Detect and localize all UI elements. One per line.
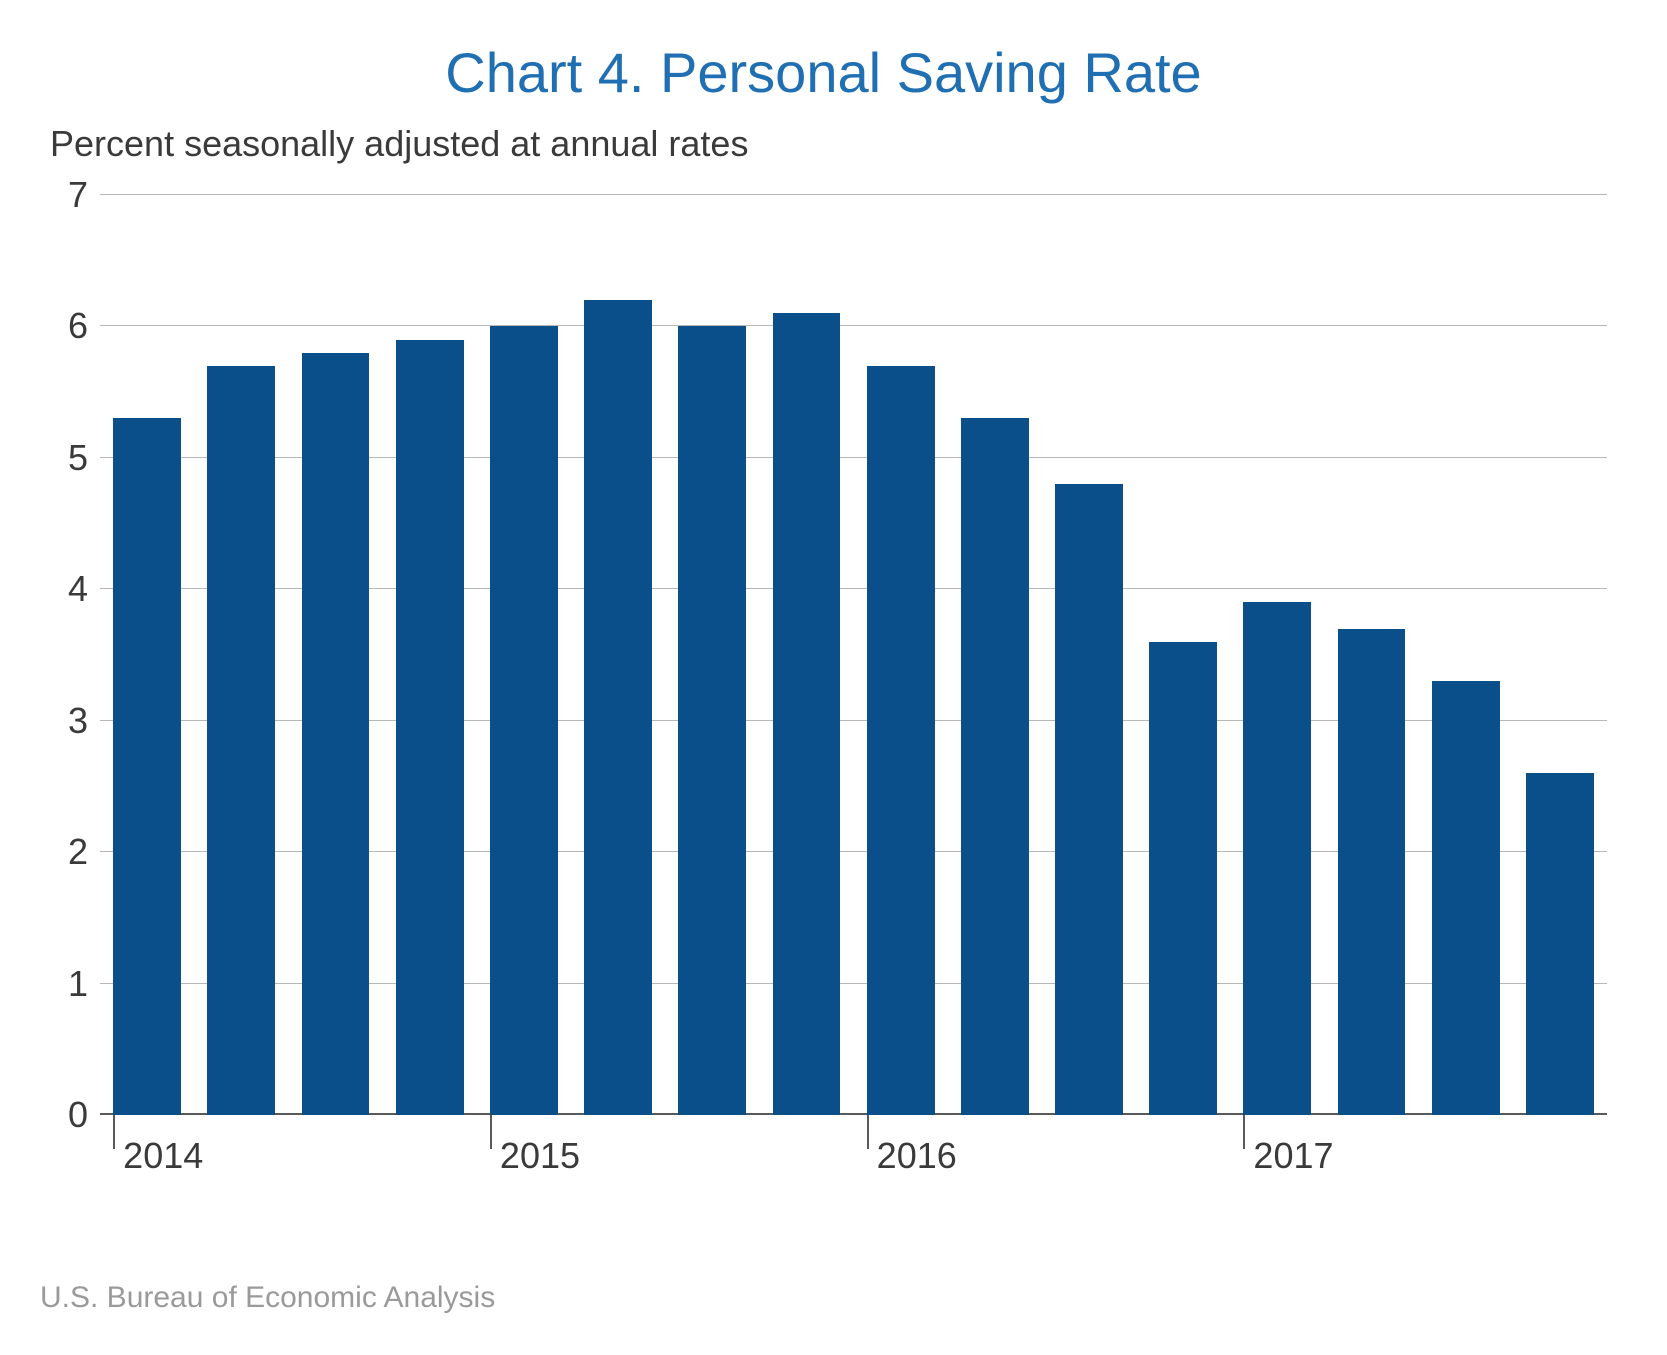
y-tick-label: 7 — [68, 174, 88, 216]
bar — [584, 300, 652, 1115]
bar — [867, 366, 935, 1115]
bar-slot — [1419, 195, 1513, 1115]
bar — [1432, 681, 1500, 1115]
bar-slot — [948, 195, 1042, 1115]
bar — [490, 326, 558, 1115]
y-tick-label: 1 — [68, 963, 88, 1005]
x-axis: 2014 2015 2016 2017 — [100, 1115, 1607, 1235]
plot-area — [100, 195, 1607, 1115]
bar — [113, 418, 181, 1115]
y-tick-label: 0 — [68, 1094, 88, 1136]
bar-slot — [288, 195, 382, 1115]
x-tick — [490, 1115, 492, 1149]
x-tick-label: 2015 — [500, 1135, 580, 1177]
bar-slot — [759, 195, 853, 1115]
bar — [1243, 602, 1311, 1115]
bar-slot — [1230, 195, 1324, 1115]
bar — [302, 353, 370, 1115]
bar — [207, 366, 275, 1115]
chart-page: Chart 4. Personal Saving Rate Percent se… — [0, 0, 1667, 1355]
bar-slot — [854, 195, 948, 1115]
bar-slot — [100, 195, 194, 1115]
bar — [396, 340, 464, 1115]
bar-slot — [477, 195, 571, 1115]
x-tick-label: 2017 — [1253, 1135, 1333, 1177]
chart-title: Chart 4. Personal Saving Rate — [40, 40, 1607, 105]
x-tick-label: 2014 — [123, 1135, 203, 1177]
bar — [678, 326, 746, 1115]
bar-slot — [1324, 195, 1418, 1115]
x-tick — [113, 1115, 115, 1149]
bar — [1338, 629, 1406, 1115]
chart-subtitle: Percent seasonally adjusted at annual ra… — [50, 123, 1607, 165]
bar — [773, 313, 841, 1115]
y-axis-labels: 01234567 — [40, 195, 100, 1115]
bar-slot — [665, 195, 759, 1115]
bar-slot — [571, 195, 665, 1115]
source-text: U.S. Bureau of Economic Analysis — [40, 1281, 495, 1315]
bar-slot — [1136, 195, 1230, 1115]
bar-slot — [194, 195, 288, 1115]
bar — [1149, 642, 1217, 1115]
y-tick-label: 6 — [68, 305, 88, 347]
y-tick-label: 2 — [68, 831, 88, 873]
bar-slot — [383, 195, 477, 1115]
y-tick-label: 4 — [68, 568, 88, 610]
x-tick-label: 2016 — [877, 1135, 957, 1177]
bar — [961, 418, 1029, 1115]
x-tick — [867, 1115, 869, 1149]
bar-slot — [1042, 195, 1136, 1115]
bar — [1055, 484, 1123, 1115]
bars-container — [100, 195, 1607, 1115]
chart-area: 01234567 — [40, 195, 1607, 1115]
y-tick-label: 3 — [68, 700, 88, 742]
y-tick-label: 5 — [68, 437, 88, 479]
x-tick — [1243, 1115, 1245, 1149]
bar-slot — [1513, 195, 1607, 1115]
bar — [1526, 773, 1594, 1115]
